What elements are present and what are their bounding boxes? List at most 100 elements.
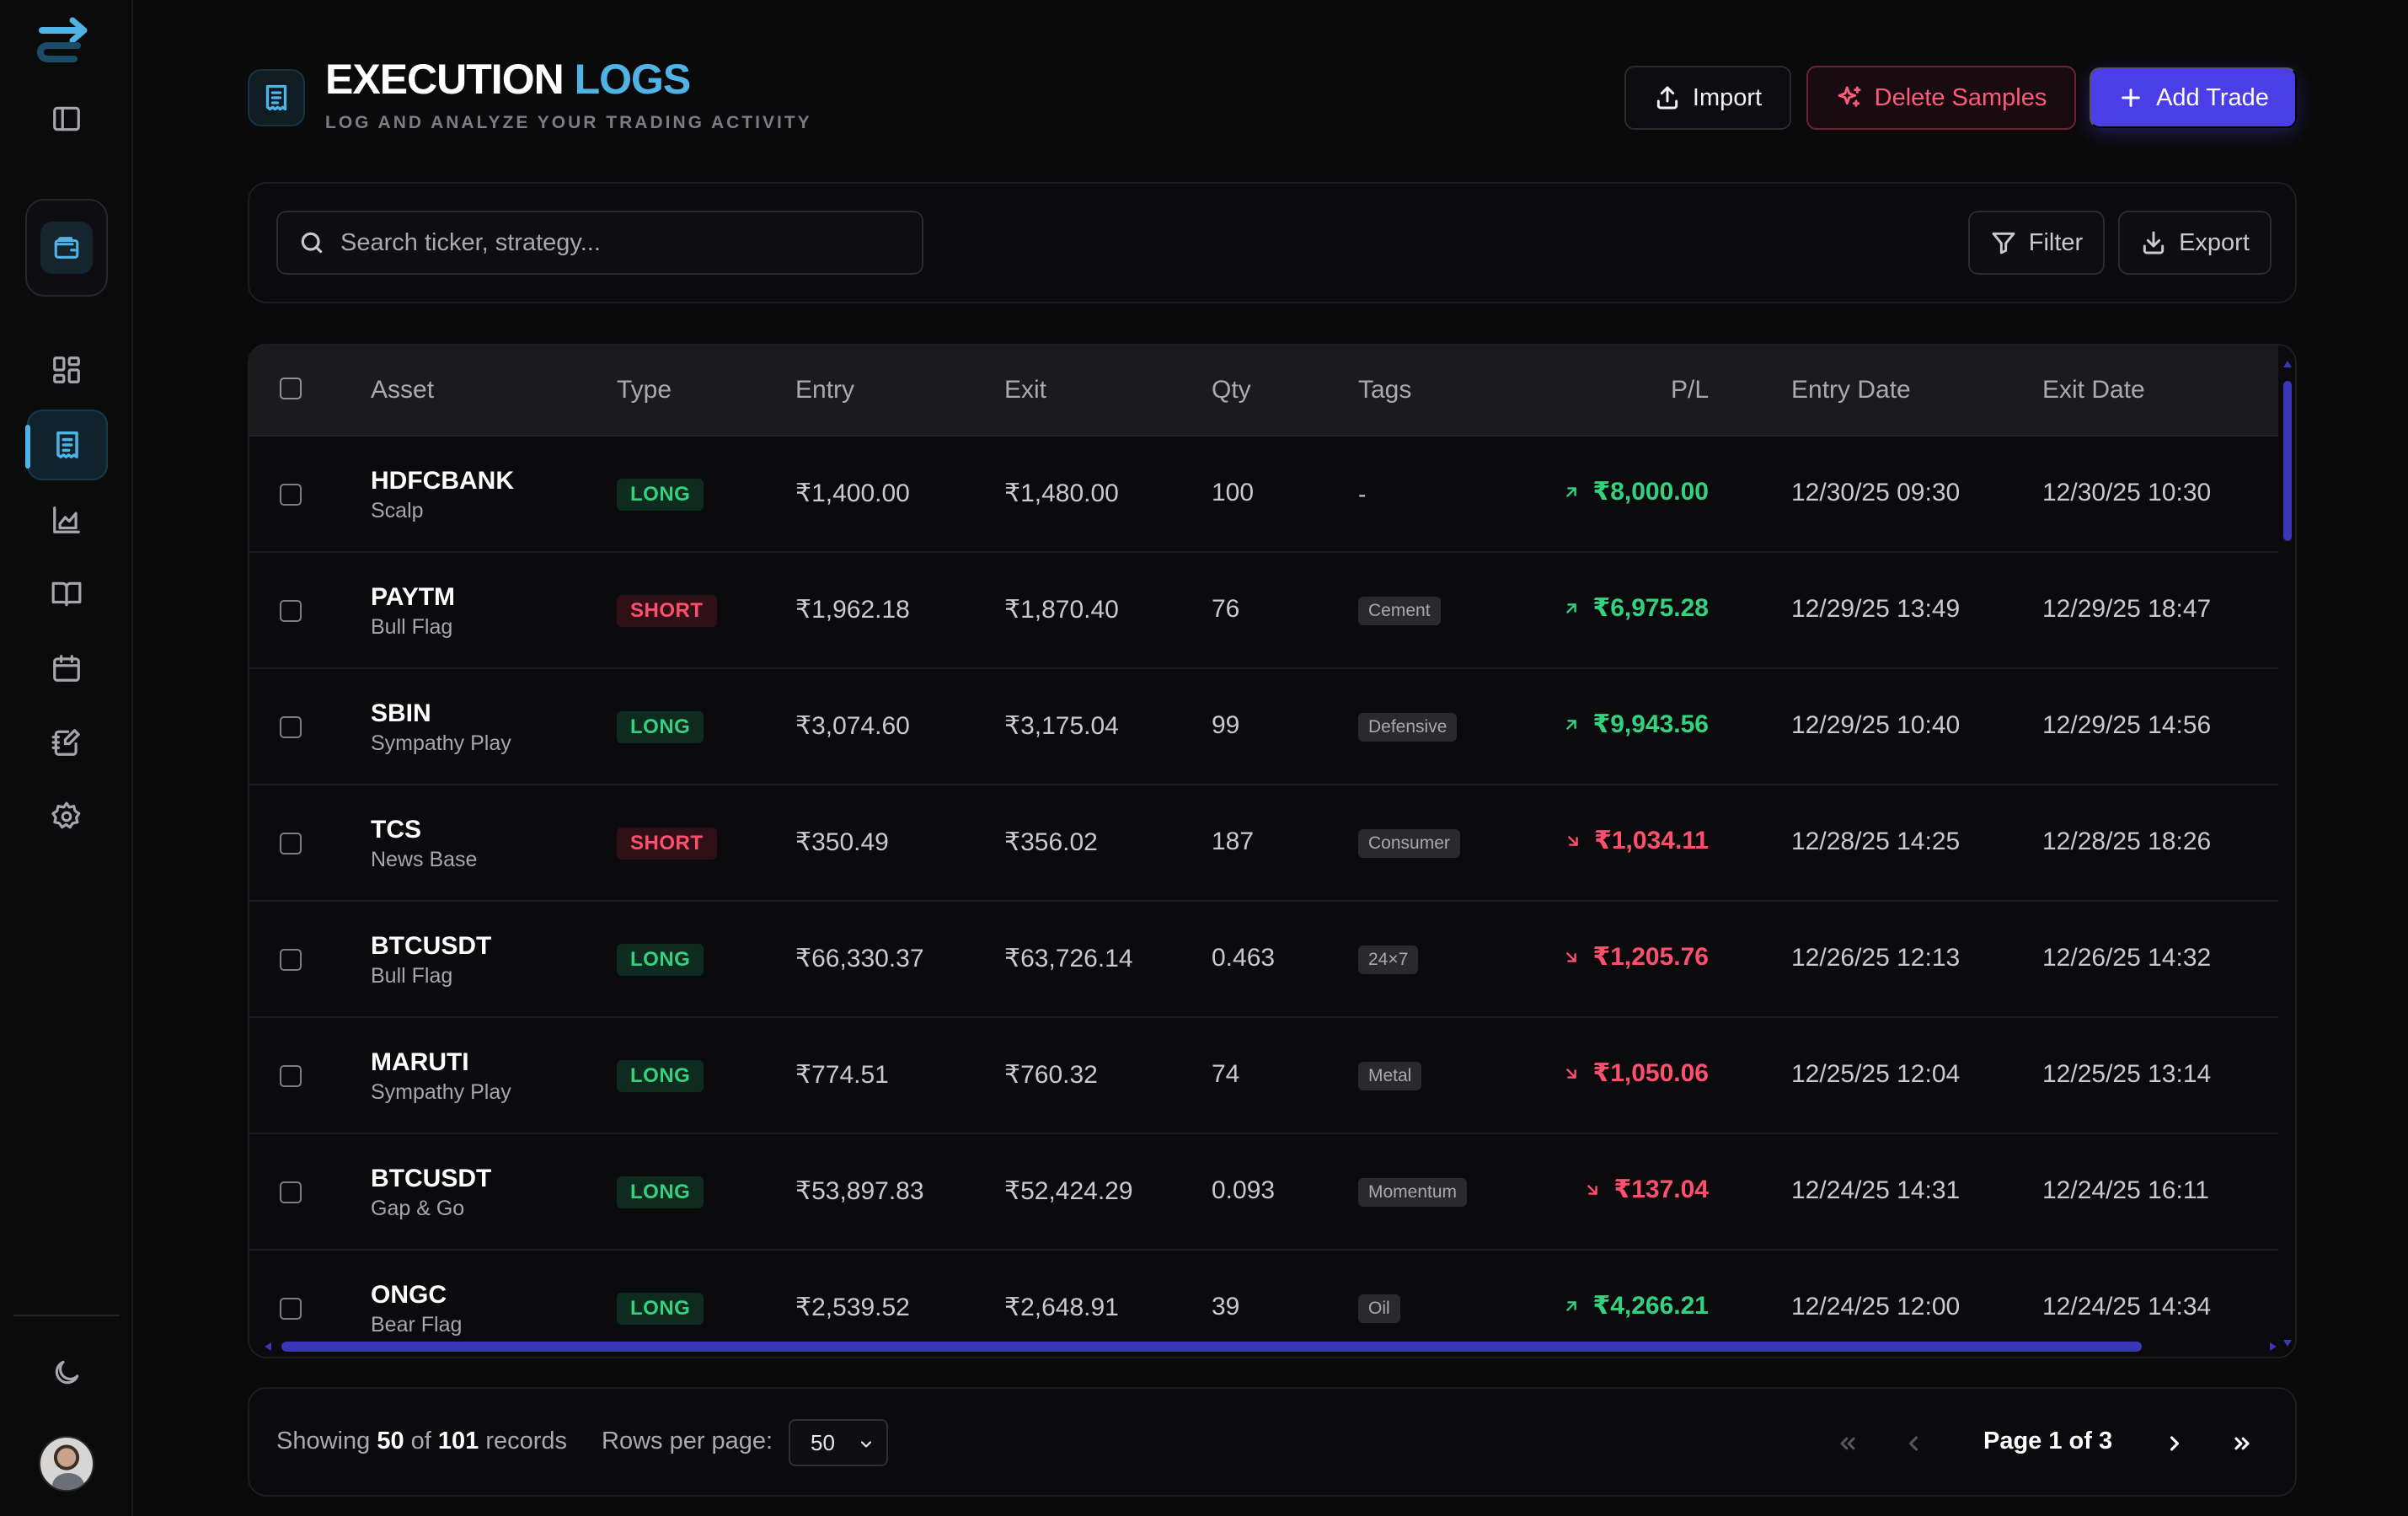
search-icon bbox=[301, 232, 323, 254]
column-header-type[interactable]: Type bbox=[617, 376, 672, 404]
download-icon bbox=[2143, 231, 2165, 254]
ticker: BTCUSDT bbox=[371, 1165, 492, 1192]
column-header-tags[interactable]: Tags bbox=[1358, 376, 1412, 404]
avatar[interactable] bbox=[39, 1436, 94, 1492]
gear-icon bbox=[51, 801, 81, 829]
pl-amount: ₹137.04 bbox=[1613, 1176, 1709, 1203]
pl-amount: ₹9,943.56 bbox=[1592, 710, 1709, 738]
row-checkbox[interactable] bbox=[280, 484, 302, 506]
row-checkbox[interactable] bbox=[280, 833, 302, 854]
exit-date: 12/24/25 16:11 bbox=[2042, 1176, 2209, 1204]
tags-cell: Oil bbox=[1358, 1294, 1400, 1323]
entry-price: ₹2,539.52 bbox=[795, 1294, 910, 1321]
row-checkbox[interactable] bbox=[280, 949, 302, 971]
pl-amount: ₹8,000.00 bbox=[1592, 478, 1709, 506]
sidebar-toggle-button[interactable] bbox=[39, 91, 94, 147]
app-logo[interactable] bbox=[34, 12, 98, 71]
quantity: 0.093 bbox=[1212, 1176, 1276, 1204]
table-row[interactable]: TCS News Base SHORT ₹350.49 ₹356.02 187 Consum… bbox=[249, 785, 2278, 902]
vertical-scrollbar[interactable] bbox=[2283, 361, 2292, 1347]
scroll-down-arrow[interactable] bbox=[2283, 1340, 2292, 1347]
column-header-qty[interactable]: Qty bbox=[1212, 376, 1251, 404]
asset-cell: BTCUSDT Gap & Go bbox=[371, 1165, 491, 1221]
scroll-left-arrow[interactable] bbox=[265, 1342, 271, 1351]
sidebar-item-execution-logs[interactable] bbox=[25, 410, 108, 480]
row-checkbox[interactable] bbox=[280, 1181, 302, 1203]
pl-value: ₹4,266.21 bbox=[1562, 1291, 1709, 1320]
row-checkbox[interactable] bbox=[280, 716, 302, 738]
column-header-pl[interactable]: P/L bbox=[1670, 376, 1709, 404]
pl-amount: ₹4,266.21 bbox=[1592, 1292, 1709, 1320]
table-row[interactable]: BTCUSDT Gap & Go LONG ₹53,897.83 ₹52,424.29 0… bbox=[249, 1134, 2278, 1251]
search-box[interactable] bbox=[276, 211, 923, 275]
exit-price: ₹3,175.04 bbox=[1004, 712, 1119, 740]
add-trade-button[interactable]: Add Trade bbox=[2090, 67, 2297, 128]
column-header-entry[interactable]: Entry bbox=[795, 376, 855, 404]
entry-date: 12/24/25 14:31 bbox=[1791, 1176, 1961, 1204]
sidebar-item-calendar[interactable] bbox=[39, 640, 94, 696]
rows-per-page-select[interactable]: 50 bbox=[789, 1419, 888, 1466]
column-header-asset[interactable]: Asset bbox=[371, 376, 435, 404]
horizontal-scrollbar[interactable] bbox=[265, 1342, 2277, 1352]
column-header-entry-date[interactable]: Entry Date bbox=[1791, 376, 1911, 404]
scroll-right-arrow[interactable] bbox=[2270, 1342, 2277, 1351]
quantity: 0.463 bbox=[1212, 944, 1276, 972]
asset-cell: TCS News Base bbox=[371, 816, 477, 872]
pl-amount: ₹1,034.11 bbox=[1594, 827, 1709, 854]
theme-toggle-button[interactable] bbox=[39, 1345, 94, 1401]
records-summary: Showing 50 of 101 records bbox=[276, 1428, 567, 1455]
next-page-button[interactable] bbox=[2152, 1421, 2197, 1466]
rows-per-page-value: 50 bbox=[811, 1429, 835, 1455]
import-button[interactable]: Import bbox=[1624, 66, 1791, 130]
exit-price: ₹63,726.14 bbox=[1004, 945, 1133, 972]
row-checkbox[interactable] bbox=[280, 1298, 302, 1320]
notebook-pen-icon bbox=[51, 729, 80, 756]
table-row[interactable]: BTCUSDT Bull Flag LONG ₹66,330.37 ₹63,726.14… bbox=[249, 902, 2278, 1018]
row-checkbox[interactable] bbox=[280, 600, 302, 622]
tag-badge: 24×7 bbox=[1358, 945, 1419, 974]
calendar-icon bbox=[53, 655, 80, 682]
sidebar-item-journal[interactable] bbox=[39, 566, 94, 622]
asset-cell: PAYTM Bull Flag bbox=[371, 583, 455, 640]
first-page-button[interactable] bbox=[1825, 1421, 1870, 1466]
vertical-scroll-thumb[interactable] bbox=[2283, 381, 2292, 541]
sidebar-item-analytics[interactable] bbox=[39, 492, 94, 548]
moon-icon bbox=[55, 1360, 79, 1385]
tags-cell: Momentum bbox=[1358, 1178, 1468, 1207]
toolbar-panel: Filter Export bbox=[248, 182, 2297, 303]
pl-amount: ₹1,205.76 bbox=[1592, 943, 1709, 971]
entry-price: ₹1,400.00 bbox=[795, 479, 910, 507]
entry-date: 12/28/25 14:25 bbox=[1791, 828, 1961, 855]
table-row[interactable]: HDFCBANK Scalp LONG ₹1,400.00 ₹1,480.00 100 - ₹… bbox=[249, 437, 2278, 553]
column-header-exit[interactable]: Exit bbox=[1004, 376, 1047, 404]
row-checkbox[interactable] bbox=[280, 1065, 302, 1087]
shown-count: 50 bbox=[377, 1428, 404, 1454]
select-all-checkbox[interactable] bbox=[280, 378, 302, 399]
search-input[interactable] bbox=[340, 228, 896, 257]
of-word: of bbox=[410, 1428, 431, 1454]
filter-button[interactable]: Filter bbox=[1968, 211, 2105, 275]
previous-page-button[interactable] bbox=[1891, 1421, 1936, 1466]
entry-price: ₹350.49 bbox=[795, 828, 889, 856]
strategy: Sympathy Play bbox=[371, 1080, 511, 1104]
delete-samples-button[interactable]: Delete Samples bbox=[1806, 66, 2076, 130]
table-row[interactable]: PAYTM Bull Flag SHORT ₹1,962.18 ₹1,870.40 76 C… bbox=[249, 553, 2278, 669]
last-page-button[interactable] bbox=[2219, 1421, 2265, 1466]
table-row[interactable]: MARUTI Sympathy Play LONG ₹774.51 ₹760.32 74 M… bbox=[249, 1018, 2278, 1134]
arrow-down-right-icon bbox=[1587, 1184, 1598, 1195]
arrow-up-right-icon bbox=[1566, 1300, 1577, 1311]
wallet-button[interactable] bbox=[40, 222, 93, 274]
sidebar-item-notes[interactable] bbox=[39, 715, 94, 770]
table-row[interactable]: SBIN Sympathy Play LONG ₹3,074.60 ₹3,175.04 9… bbox=[249, 669, 2278, 785]
export-button[interactable]: Export bbox=[2118, 211, 2272, 275]
table-row[interactable]: ONGC Bear Flag LONG ₹2,539.52 ₹2,648.91 39 Oil… bbox=[249, 1251, 2278, 1357]
column-header-exit-date[interactable]: Exit Date bbox=[2042, 376, 2145, 404]
trade-type-badge: LONG bbox=[617, 1060, 704, 1092]
sidebar-item-settings[interactable] bbox=[39, 789, 94, 844]
receipt-icon bbox=[56, 431, 78, 458]
scroll-up-arrow[interactable] bbox=[2283, 361, 2292, 367]
account-switcher[interactable] bbox=[25, 199, 108, 297]
exit-price: ₹2,648.91 bbox=[1004, 1294, 1119, 1321]
sidebar-item-dashboard[interactable] bbox=[39, 342, 94, 398]
horizontal-scroll-thumb[interactable] bbox=[281, 1342, 2142, 1352]
